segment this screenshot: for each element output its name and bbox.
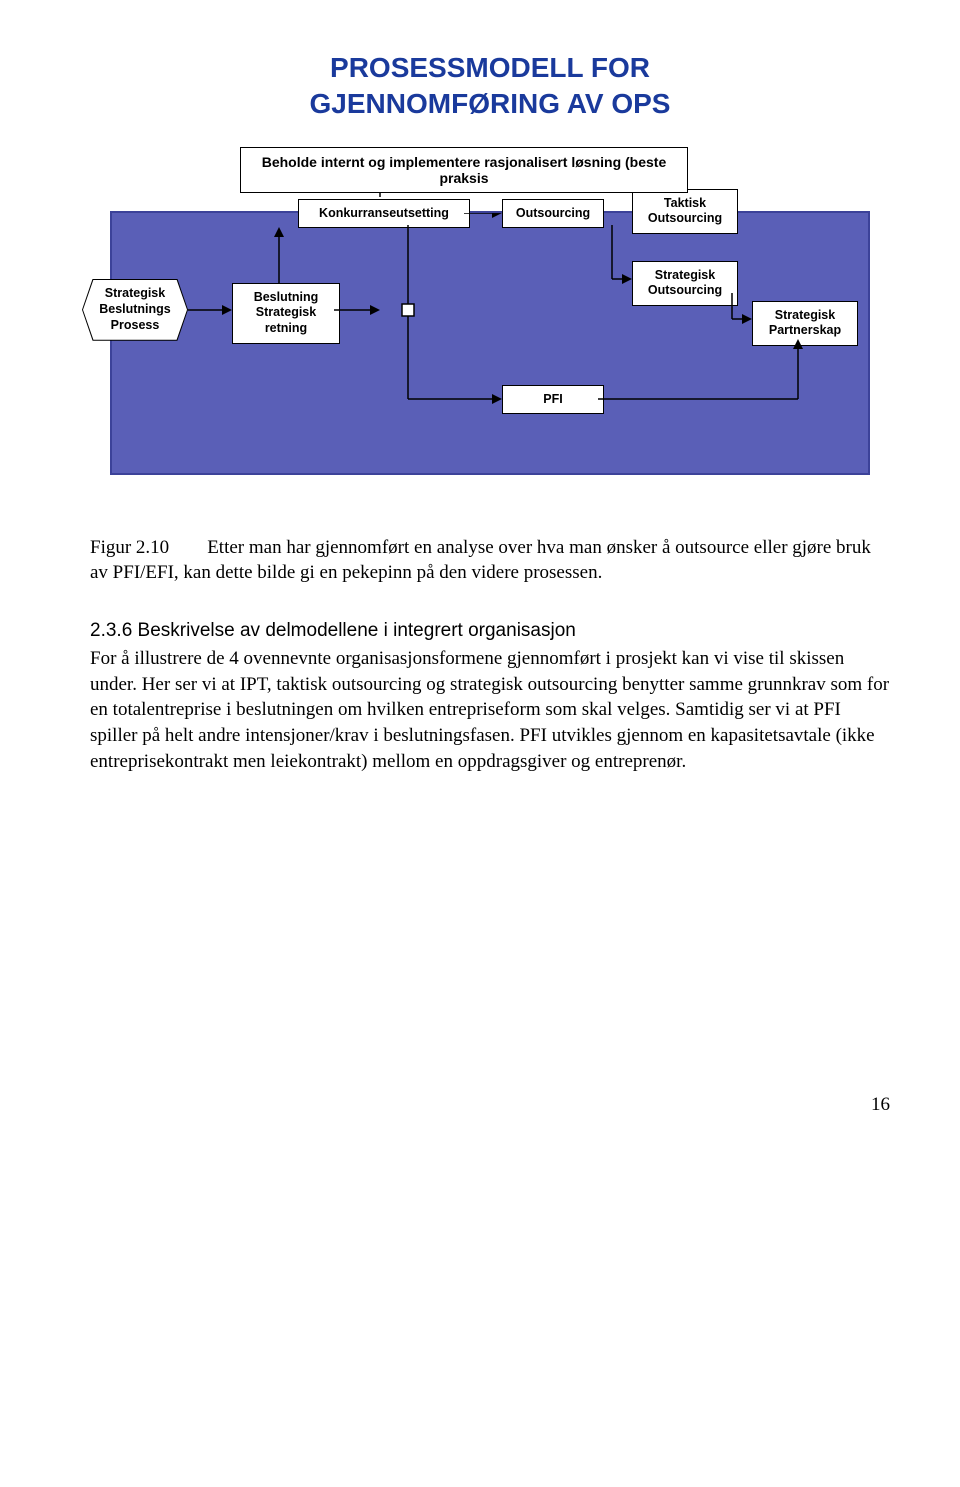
figure-lead: Figur 2.10 <box>90 537 207 558</box>
title-line1: PROSESSMODELL FOR <box>330 52 650 83</box>
section-number: 2.3.6 <box>90 620 138 641</box>
box-beslutning-strategisk-retning: Beslutning Strategisk retning <box>232 283 340 344</box>
section-title: Beskrivelse av delmodellene i integrert … <box>138 620 576 641</box>
box-konkurranseutsetting: Konkurranseutsetting <box>298 199 470 229</box>
flow-diagram: Beholde internt og implementere rasjonal… <box>110 147 870 475</box>
purple-container: Konkurranseutsetting Outsourcing Taktisk… <box>110 211 870 475</box>
page-number: 16 <box>90 1094 890 1116</box>
figure-caption: Figur 2.10 Etter man har gjennomført en … <box>90 535 890 586</box>
page-title: PROSESSMODELL FOR GJENNOMFØRING AV OPS <box>90 50 890 123</box>
title-line2: GJENNOMFØRING AV OPS <box>310 88 671 119</box>
top-keep-internal-box: Beholde internt og implementere rasjonal… <box>240 147 688 193</box>
figure-text: Etter man har gjennomført en analyse ove… <box>90 537 871 584</box>
body-paragraph: For å illustrere de 4 ovennevnte organis… <box>90 646 890 774</box>
box-outsourcing: Outsourcing <box>502 199 604 229</box>
box-taktisk-outsourcing: Taktisk Outsourcing <box>632 189 738 234</box>
section-heading: 2.3.6 Beskrivelse av delmodellene i inte… <box>90 620 890 642</box>
box-strategisk-outsourcing: Strategisk Outsourcing <box>632 261 738 306</box>
box-pfi: PFI <box>502 385 604 415</box>
hex-strategisk-beslutnings-prosess: Strategisk Beslutnings Prosess <box>83 280 187 340</box>
box-strategisk-partnerskap: Strategisk Partnerskap <box>752 301 858 346</box>
